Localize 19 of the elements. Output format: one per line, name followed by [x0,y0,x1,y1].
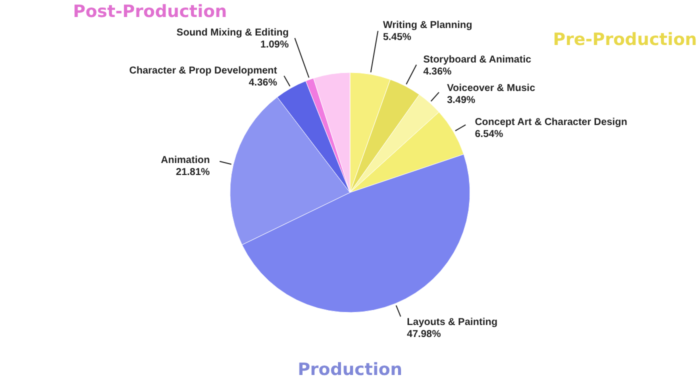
data-label: 6.54% [474,128,504,140]
text: Production [298,360,402,380]
data-label: 47.98% [406,329,441,340]
slice-label: Storyboard & Animatic [423,54,532,66]
data-label: 3.49% [446,94,476,106]
text: Pre-Production [552,30,698,50]
data-label: 4.36% [423,66,452,78]
slice-label: Sound Mixing & Editing [176,27,289,38]
data-label: 1.09% [260,39,289,50]
slice-label: Concept Art & Character Design [474,116,628,128]
data-label: 21.81% [176,167,210,178]
text: Post-Production [72,2,228,22]
slice-label: Writing & Planning [382,20,472,31]
slice-label: Voiceover & Music [446,82,536,94]
data-label: 4.36% [248,78,278,89]
data-label: 5.45% [382,32,412,43]
slice-label: Character & Prop Development [129,66,278,77]
slice-label: Animation [160,155,210,166]
slice-label: Layouts & Painting [406,317,498,328]
